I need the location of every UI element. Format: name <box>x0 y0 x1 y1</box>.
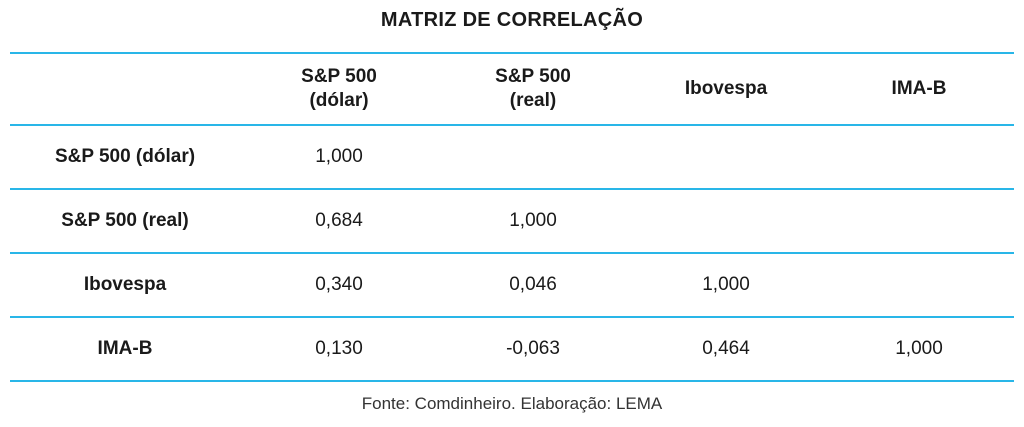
correlation-table: S&P 500 (dólar) S&P 500 (real) Ibovespa … <box>10 52 1014 382</box>
chart-title: MATRIZ DE CORRELAÇÃO <box>380 9 644 31</box>
table-cell: 1,000 <box>628 253 824 318</box>
row-header: Ibovespa <box>10 253 240 318</box>
column-header: Ibovespa <box>628 52 824 126</box>
column-header: IMA-B <box>824 52 1014 126</box>
source-note: Fonte: Comdinheiro. Elaboração: LEMA <box>361 394 663 413</box>
table-row: Ibovespa 0,340 0,046 1,000 <box>10 253 1014 318</box>
table-cell: 0,684 <box>240 189 438 254</box>
column-header: S&P 500 (real) <box>438 52 628 126</box>
column-header: S&P 500 (dólar) <box>240 52 438 126</box>
table-cell <box>628 189 824 254</box>
table-cell <box>824 125 1014 190</box>
table-row: IMA-B 0,130 -0,063 0,464 1,000 <box>10 317 1014 382</box>
table-row: S&P 500 (real) 0,684 1,000 <box>10 189 1014 254</box>
table-cell <box>438 125 628 190</box>
table-cell: -0,063 <box>438 317 628 382</box>
table-row: S&P 500 (dólar) 1,000 <box>10 125 1014 190</box>
table-header-row: S&P 500 (dólar) S&P 500 (real) Ibovespa … <box>10 52 1014 126</box>
table-cell: 0,464 <box>628 317 824 382</box>
table-cell <box>824 253 1014 318</box>
table-cell: 1,000 <box>240 125 438 190</box>
row-header: IMA-B <box>10 317 240 382</box>
table-cell: 1,000 <box>824 317 1014 382</box>
table-cell <box>824 189 1014 254</box>
table-cell <box>628 125 824 190</box>
column-header-label: S&P 500 (real) <box>495 66 571 111</box>
column-header-label: S&P 500 (dólar) <box>301 66 377 111</box>
row-header: S&P 500 (dólar) <box>10 125 240 190</box>
table-cell: 1,000 <box>438 189 628 254</box>
table-cell: 0,130 <box>240 317 438 382</box>
table-cell: 0,340 <box>240 253 438 318</box>
row-header: S&P 500 (real) <box>10 189 240 254</box>
header-corner <box>10 52 240 126</box>
column-header-label: IMA-B <box>891 78 947 99</box>
table-cell: 0,046 <box>438 253 628 318</box>
column-header-label: Ibovespa <box>684 78 768 99</box>
